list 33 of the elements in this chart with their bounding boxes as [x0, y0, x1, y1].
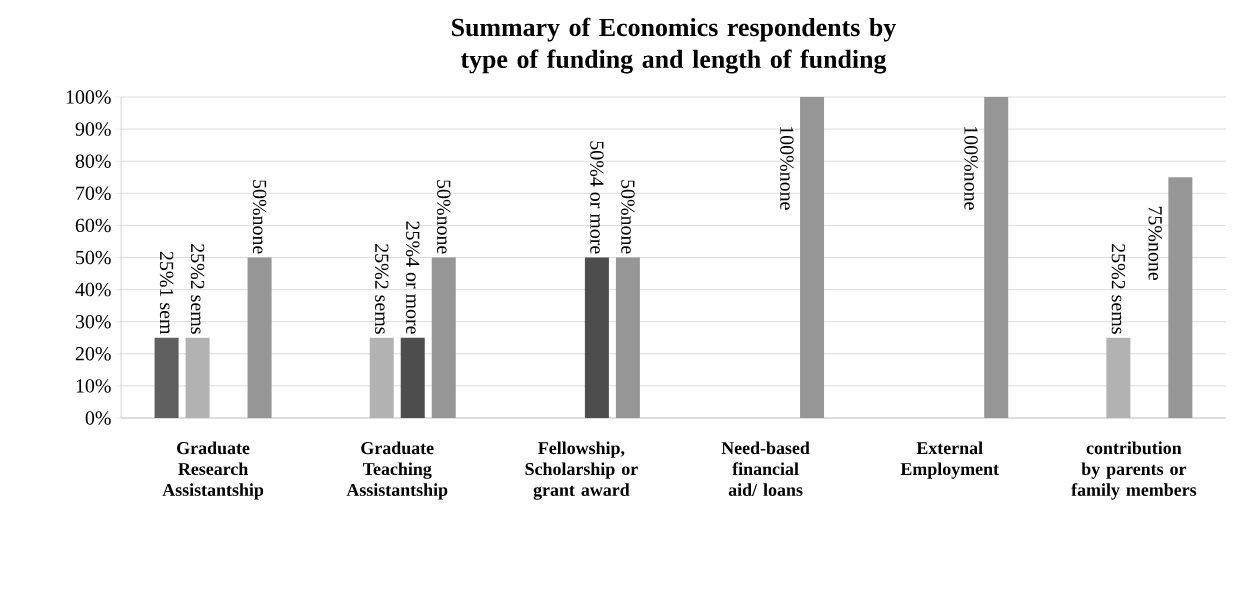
- x-tick-label: External Employment: [900, 441, 999, 479]
- data-label: 50%none: [436, 180, 451, 254]
- data-label: 100%none: [780, 126, 794, 210]
- chart-title: Summary of Economics respondents by type of funding and length of funding: [452, 17, 897, 74]
- y-tick-label: 30%: [75, 314, 111, 329]
- y-tick-label: 20%: [75, 347, 111, 361]
- y-tick-label: 40%: [75, 282, 111, 297]
- y-tick-label: 10%: [76, 379, 111, 393]
- y-tick-label: 100%: [66, 90, 111, 104]
- bar: [154, 337, 179, 418]
- bar: [400, 337, 425, 418]
- x-tick-label: Graduate Teaching Assistantship: [346, 441, 448, 500]
- data-label: 50%4 or more: [590, 141, 604, 254]
- data-label: 50%none: [252, 180, 267, 254]
- y-tick-label: 0%: [85, 411, 111, 425]
- y-tick-label: 70%: [76, 186, 111, 201]
- bar: [584, 257, 609, 418]
- y-tick-label: 80%: [75, 154, 111, 168]
- x-tick-label: contribution by parents or family members: [1071, 441, 1197, 500]
- data-label: 25%1 sem: [159, 251, 174, 335]
- data-label: 25%4 or more: [405, 221, 420, 334]
- data-label: 25%2 sems: [1111, 244, 1126, 334]
- data-label: 25%2 sems: [190, 244, 205, 334]
- y-tick-label: 60%: [75, 218, 111, 233]
- x-tick-label: Fellowship, Scholarship or grant award: [525, 441, 638, 500]
- x-tick-label: Graduate Research Assistantship: [162, 441, 264, 500]
- data-label: 25%2 sems: [374, 244, 389, 334]
- data-label: 50%none: [621, 180, 635, 254]
- data-label: 75%none: [1148, 206, 1162, 281]
- x-tick-label: Need-based financial aid/ loans: [721, 441, 810, 496]
- y-tick-label: 90%: [75, 122, 111, 136]
- data-label: 100%none: [964, 126, 978, 210]
- y-tick-label: 50%: [76, 250, 111, 265]
